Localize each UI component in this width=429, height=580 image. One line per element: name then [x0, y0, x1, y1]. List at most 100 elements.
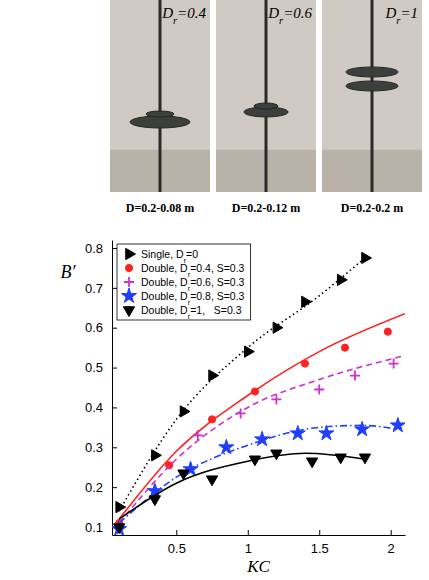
- tick-mark: [112, 407, 117, 408]
- tick-label: 1: [245, 541, 252, 556]
- photo-caption: D=0.2-0.2 m: [341, 201, 404, 215]
- x-axis: 0.5 1 1.5 2: [113, 530, 406, 556]
- legend-marker: [126, 248, 136, 259]
- data-point: [249, 456, 260, 466]
- photo-label: Dr=1: [384, 5, 418, 26]
- photo-rod: [371, 0, 374, 192]
- tick: 0.5: [85, 360, 117, 375]
- fit-line: [119, 314, 405, 519]
- data-point: [178, 470, 189, 480]
- data-point: [355, 421, 370, 435]
- data-point: [389, 359, 399, 369]
- tick: 0.5: [168, 530, 186, 556]
- tick-mark: [112, 248, 117, 249]
- tick: 1: [245, 530, 252, 556]
- photo-caption: D=0.2-0.08 m: [126, 201, 195, 215]
- data-point: [114, 524, 125, 534]
- y-axis: 0.1 0.2 0.3 0.4 0.5 0.6 0.7 0.8: [85, 241, 117, 536]
- tick: 0.2: [85, 480, 117, 495]
- data-point: [236, 408, 246, 418]
- tick-mark: [112, 487, 117, 488]
- data-point: [314, 384, 324, 394]
- tick-mark: [176, 530, 177, 535]
- photo-label: Dr=0.6: [267, 5, 312, 26]
- data-point: [359, 454, 370, 464]
- data-point: [208, 416, 215, 423]
- data-point: [112, 521, 127, 535]
- data-point: [290, 425, 305, 439]
- axis-line: [113, 535, 406, 536]
- figure: Dr=0.4 D=0.2-0.08 m Dr=0.6 D=0.2-0.12 m Dr=1…: [0, 0, 429, 580]
- data-point: [306, 458, 317, 468]
- plot-background: [112, 240, 405, 535]
- data-point: [149, 496, 160, 506]
- tick-label: 0.5: [168, 541, 186, 556]
- tick-label: 0.4: [85, 400, 103, 415]
- data-point: [384, 328, 391, 335]
- data-point: [116, 501, 126, 512]
- tick-label: 0.8: [85, 241, 103, 256]
- legend-marker: [124, 277, 134, 287]
- data-point: [335, 454, 346, 464]
- tick: 2: [388, 530, 395, 556]
- x-axis-title: KC: [246, 557, 270, 576]
- tick-mark: [112, 447, 117, 448]
- tick-label: 2: [388, 541, 395, 556]
- photo-disk: [346, 67, 398, 77]
- photo-rod: [265, 0, 268, 192]
- photo-disk: [130, 116, 190, 128]
- tick-label: 0.3: [85, 440, 103, 455]
- photo-wall: [110, 0, 210, 192]
- data-point: [301, 360, 308, 367]
- fit-line: [119, 356, 405, 523]
- tick-mark: [112, 288, 117, 289]
- photo-disk: [346, 81, 398, 91]
- tick: 0.8: [85, 241, 117, 256]
- tick-label: 0.7: [85, 280, 103, 295]
- tick-mark: [112, 368, 117, 369]
- photo: Dr=0.6: [216, 0, 316, 192]
- data-point: [251, 388, 258, 395]
- tick: 0.3: [85, 440, 117, 455]
- data-point: [337, 274, 347, 285]
- tick-mark: [248, 530, 249, 535]
- fit-line: [119, 453, 365, 519]
- data-point: [350, 371, 360, 381]
- photo: Dr=0.4: [110, 0, 210, 192]
- tick-label: 0.2: [85, 480, 103, 495]
- tick-mark: [112, 328, 117, 329]
- photo-rod: [159, 0, 162, 192]
- data-point: [255, 431, 270, 445]
- tick-label: 0.5: [85, 360, 103, 375]
- data-point: [273, 322, 283, 333]
- legend-marker: [123, 307, 134, 317]
- photo-disk: [254, 103, 278, 109]
- legend-marker: [121, 288, 136, 302]
- data-point: [271, 394, 281, 404]
- photo: Dr=1: [322, 0, 422, 192]
- photo-wall: [216, 0, 316, 192]
- data-point: [245, 346, 255, 357]
- tick-label: 0.1: [85, 520, 103, 535]
- photo-wall: [322, 0, 422, 192]
- data-point: [302, 296, 312, 307]
- fit-line: [119, 425, 398, 523]
- legend-box: [117, 244, 251, 320]
- data-point: [209, 370, 219, 381]
- photo-label: Dr=0.4: [161, 5, 206, 26]
- axis-line: [112, 241, 113, 536]
- data-point: [206, 476, 217, 486]
- data-point: [193, 430, 203, 440]
- data-point: [180, 406, 190, 417]
- data-point: [271, 450, 282, 460]
- y-axis-title: B′: [61, 262, 77, 282]
- data-point: [341, 344, 348, 351]
- legend-marker: [125, 264, 132, 271]
- tick: 1.5: [311, 530, 329, 556]
- tick-mark: [319, 530, 320, 535]
- photo-caption: D=0.2-0.12 m: [232, 201, 301, 215]
- tick-label: 0.6: [85, 320, 103, 335]
- data-point: [319, 425, 334, 439]
- tick: 0.7: [85, 280, 117, 295]
- tick-label: 1.5: [311, 541, 329, 556]
